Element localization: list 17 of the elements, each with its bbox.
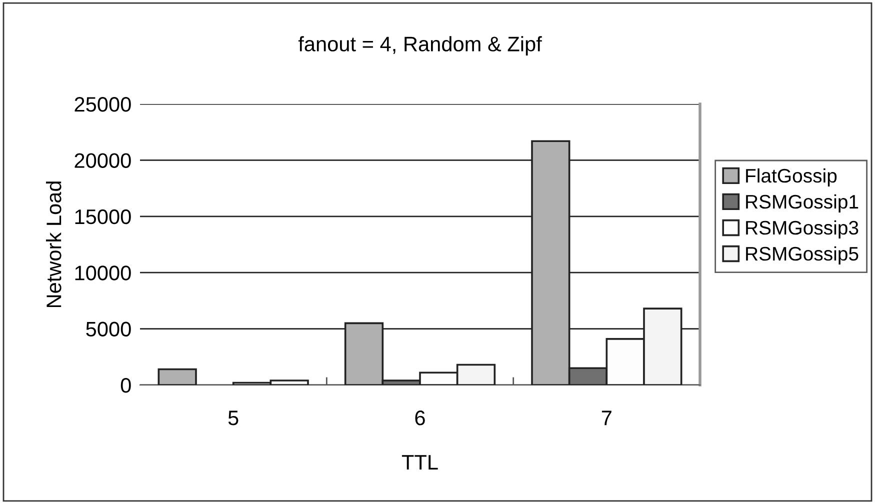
y-tick-label: 25000 bbox=[74, 97, 131, 112]
y-tick-label: 5000 bbox=[86, 322, 131, 337]
y-tick-label: 20000 bbox=[74, 153, 131, 168]
legend-label: FlatGossip bbox=[746, 168, 837, 187]
y-tick-label: 10000 bbox=[75, 266, 131, 280]
x-tick-label: 7 bbox=[602, 410, 612, 426]
legend-label: RSMGossip3 bbox=[746, 220, 858, 239]
y-axis-title: Network Load bbox=[46, 182, 62, 308]
y-tick-label: 0 bbox=[120, 378, 131, 393]
x-axis-title: TTL bbox=[402, 455, 438, 470]
legend-label: RSMGossip5 bbox=[746, 246, 858, 265]
bar bbox=[158, 368, 197, 385]
legend-label: RSMGossip1 bbox=[746, 194, 858, 213]
x-tick-label: 5 bbox=[228, 410, 238, 426]
chart-title: fanout = 4, Random & Zipf bbox=[298, 36, 542, 56]
y-tick-label: 15000 bbox=[75, 209, 131, 224]
x-tick-label: 6 bbox=[415, 410, 425, 426]
